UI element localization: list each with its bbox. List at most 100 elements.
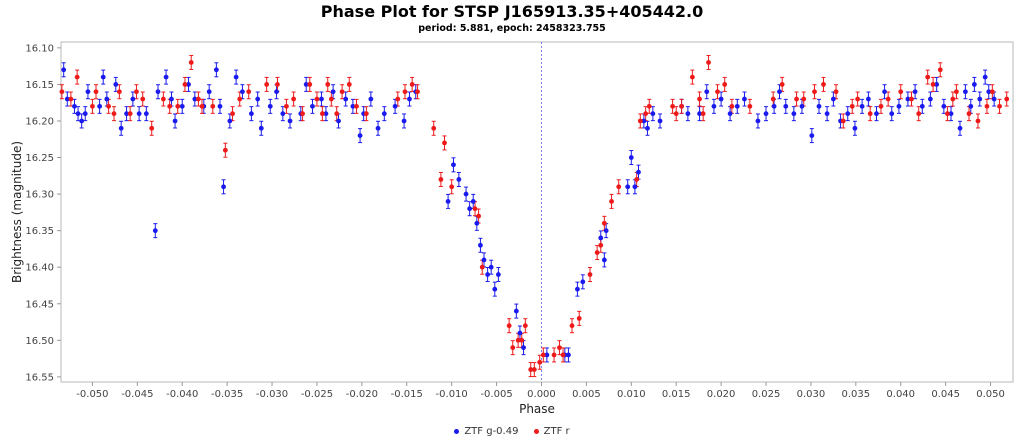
data-point-g (330, 89, 336, 95)
y-tick-label: 16.50 (25, 336, 54, 347)
data-point-r (937, 67, 943, 73)
data-point-r (395, 96, 401, 102)
data-point-r (334, 111, 340, 117)
data-point-r (264, 82, 270, 87)
data-point-g (645, 125, 650, 131)
data-point-r (431, 125, 437, 131)
y-axis: 16.10 16.15 16.20 16.25 16.30 16.35 16.40 16.45… (25, 43, 61, 383)
data-point-g (233, 74, 239, 80)
data-point-g (986, 89, 992, 95)
data-point-g (941, 103, 947, 109)
data-point-r (855, 96, 861, 102)
data-point-r (706, 60, 711, 65)
data-point-g (982, 74, 988, 80)
data-point-g (968, 103, 974, 109)
data-point-r (975, 118, 981, 124)
data-point-g (919, 103, 925, 109)
data-point-g (343, 96, 349, 102)
data-point-r (770, 96, 776, 102)
data-point-r (140, 96, 146, 102)
data-point-r (402, 89, 408, 95)
data-point-r (560, 352, 566, 358)
data-point-g (481, 257, 487, 263)
data-point-r (134, 89, 139, 95)
legend: ZTF g-0.49 ZTF r (0, 426, 1024, 437)
data-point-g (75, 111, 81, 117)
data-point-r (59, 89, 65, 95)
data-point-g (323, 111, 329, 117)
data-point-r (127, 111, 133, 117)
data-point-g (783, 103, 789, 109)
y-tick-label: 16.40 (25, 263, 54, 274)
data-point-g (155, 89, 161, 95)
data-point-r (609, 198, 614, 204)
data-point-g (213, 67, 219, 73)
data-point-g (118, 125, 124, 131)
data-point-r (515, 337, 521, 343)
x-tick-label: -0.035 (211, 389, 243, 400)
data-point-g (72, 103, 77, 109)
legend-marker-g (454, 429, 460, 434)
data-point-r (801, 96, 807, 102)
data-point-g (186, 82, 191, 87)
y-tick-label: 16.45 (25, 299, 54, 310)
chart-subtitle: period: 5.881, epoch: 2458323.755 (418, 23, 606, 34)
y-tick-label: 16.15 (25, 80, 54, 91)
data-point-g (217, 103, 223, 109)
data-point-g (280, 111, 286, 117)
data-point-r (284, 103, 289, 109)
data-point-g (711, 103, 717, 109)
data-point-g (625, 184, 631, 190)
data-point-g (704, 89, 710, 95)
data-point-g (470, 198, 476, 204)
data-point-g (97, 103, 103, 109)
data-point-r (363, 111, 369, 117)
data-point-g (852, 125, 858, 131)
data-point-r (328, 96, 334, 102)
data-point-g (240, 89, 245, 95)
plot-area (60, 41, 1014, 383)
x-tick-label: -0.020 (346, 389, 378, 400)
data-point-r (196, 96, 201, 102)
data-point-g (255, 96, 261, 102)
data-point-g (727, 111, 733, 117)
data-point-g (991, 96, 997, 102)
data-point-r (821, 82, 826, 87)
data-point-r (679, 103, 684, 109)
data-point-g (882, 89, 887, 95)
data-point-g (685, 111, 691, 117)
data-point-g (948, 111, 954, 117)
data-point-g (104, 96, 110, 102)
data-point-g (336, 118, 341, 124)
x-tick-label: 0.050 (976, 389, 1005, 400)
data-point-r (670, 103, 676, 109)
data-point-g (206, 89, 212, 95)
data-point-r (925, 74, 931, 80)
data-point-g (957, 125, 963, 131)
x-tick-label: -0.025 (301, 389, 333, 400)
data-point-g (598, 235, 604, 241)
data-point-r (519, 337, 525, 343)
data-point-r (569, 323, 575, 329)
data-point-r (697, 96, 702, 102)
data-point-r (510, 345, 516, 351)
data-point-r (479, 264, 485, 270)
y-tick-label: 16.30 (25, 190, 54, 201)
legend-label-g: ZTF g-0.49 (464, 426, 519, 437)
data-point-r (966, 111, 972, 117)
data-point-g (575, 286, 580, 292)
data-point-r (989, 89, 995, 95)
data-points (59, 60, 1010, 372)
data-point-g (258, 125, 264, 131)
data-point-r (246, 89, 252, 95)
data-point-r (849, 103, 855, 109)
x-tick-label: -0.030 (256, 389, 288, 400)
data-point-g (357, 133, 363, 138)
x-tick-label: 0.045 (931, 389, 960, 400)
data-point-r (1004, 96, 1010, 102)
data-point-r (794, 96, 799, 102)
data-point-r (275, 82, 280, 87)
data-point-g (79, 118, 85, 124)
x-tick-label: 0.025 (752, 389, 781, 400)
data-point-r (601, 220, 607, 226)
